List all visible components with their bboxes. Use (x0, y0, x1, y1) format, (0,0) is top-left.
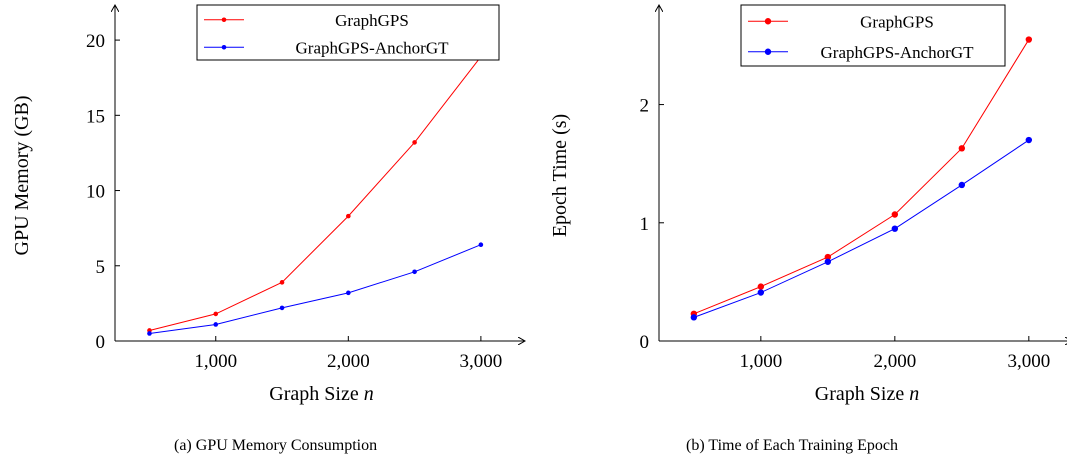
caption-epoch-time: (b) Time of Each Training Epoch (686, 437, 898, 454)
data-point (147, 331, 152, 336)
data-point (958, 145, 966, 152)
x-tick-label: 3,000 (460, 351, 503, 372)
x-axis-label: Graph Size n (815, 383, 919, 405)
legend-marker (764, 48, 772, 55)
data-point (824, 258, 832, 265)
y-tick-label: 0 (96, 332, 106, 353)
legend-marker (221, 44, 227, 50)
data-point (213, 311, 219, 317)
series-line-0 (693, 39, 1030, 315)
legend-label: GraphGPS-AnchorGT (821, 43, 975, 62)
series-line-0 (149, 56, 482, 331)
data-point (824, 253, 832, 261)
y-axis-label: GPU Memory (GB) (11, 96, 33, 256)
data-point (1025, 36, 1033, 43)
caption-gpu-memory: (a) GPU Memory Consumption (174, 437, 378, 454)
legend-marker (221, 17, 227, 23)
data-point (757, 283, 765, 290)
legend-label: GraphGPS (860, 12, 934, 31)
chart-gpu-memory: 1,000 2,000 3,000 0 5 10 15 20 Graph Size n GPU M… (11, 0, 533, 405)
x-tick-label: 1,000 (194, 351, 237, 372)
data-point (346, 213, 351, 219)
y-tick-label: 1 (640, 214, 650, 235)
x-tick-label: 2,000 (327, 351, 370, 372)
y-tick-label: 5 (96, 257, 106, 278)
data-point (478, 242, 484, 248)
y-tick-label: 10 (86, 182, 105, 203)
data-point (412, 140, 417, 145)
y-tick-label: 20 (86, 31, 105, 52)
y-tick-label: 15 (86, 106, 105, 127)
data-point (279, 305, 285, 311)
data-point (412, 269, 417, 275)
data-point (891, 225, 899, 232)
data-point (958, 181, 966, 189)
legend-box (196, 4, 500, 61)
legend-label: GraphGPS (335, 11, 409, 30)
legend-box (740, 4, 1006, 67)
data-point (213, 322, 219, 327)
y-tick-label: 2 (640, 96, 650, 117)
data-point (690, 314, 698, 321)
data-point (757, 289, 765, 296)
data-point (279, 280, 285, 285)
legend-marker (764, 18, 772, 25)
chart-epoch-time: 1,000 2,000 3,000 0 1 2 Graph Size n Epoch Time… (549, 0, 1067, 405)
y-axis-label: Epoch Time (s) (549, 114, 571, 237)
legend-label: GraphGPS-AnchorGT (296, 38, 450, 57)
series-line-1 (149, 244, 482, 334)
x-tick-label: 1,000 (739, 351, 782, 372)
y-tick-label: 0 (640, 332, 650, 353)
x-tick-label: 2,000 (873, 351, 916, 372)
data-point (891, 211, 899, 218)
x-tick-label: 3,000 (1007, 351, 1050, 372)
data-point (1025, 136, 1033, 144)
chart-panel-gpu-memory: 1,000 2,000 3,000 0 5 10 15 20 Graph Size n GPU M… (0, 0, 533, 464)
chart-panel-epoch-time: 1,000 2,000 3,000 0 1 2 Graph Size n Epoch Time… (534, 0, 1067, 464)
series-line-1 (693, 139, 1030, 318)
data-point (346, 290, 351, 296)
x-axis-label: Graph Size n (269, 383, 373, 405)
